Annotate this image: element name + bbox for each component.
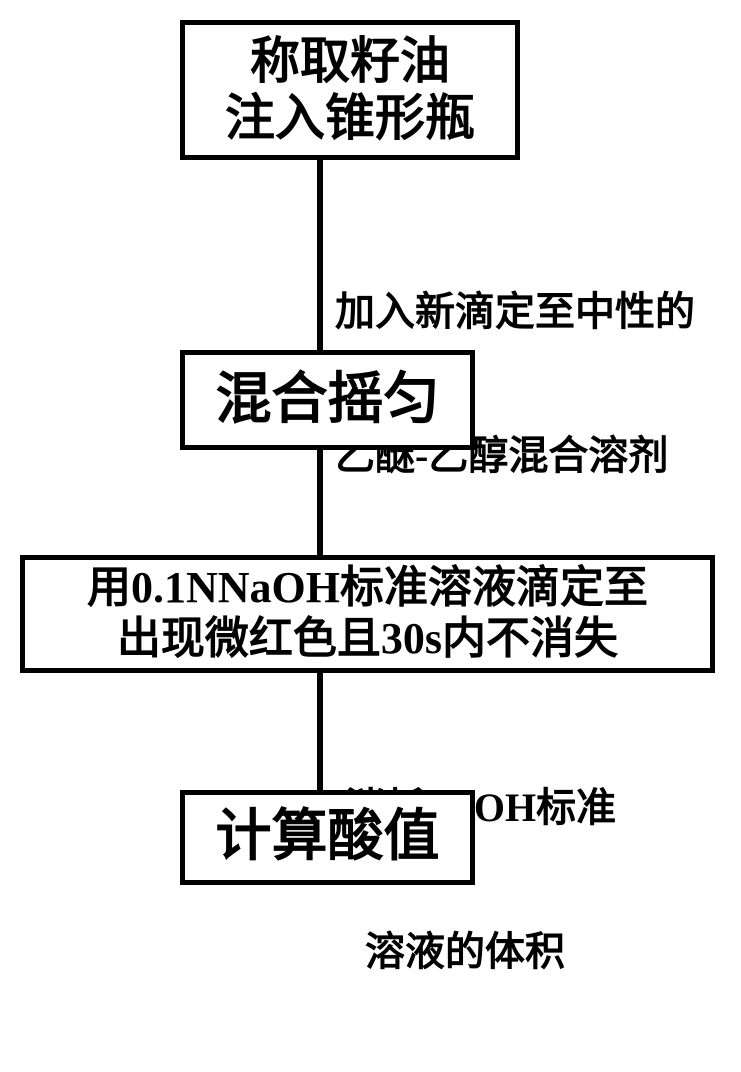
flow-edge-1 bbox=[317, 160, 323, 350]
flow-node-3-line-1: 用0.1NNaOH标准溶液滴定至 bbox=[87, 563, 648, 614]
flow-node-1: 称取籽油 注入锥形瓶 bbox=[180, 20, 520, 160]
flow-node-2-line-1: 混合摇匀 bbox=[216, 368, 440, 432]
flow-edge-2 bbox=[317, 450, 323, 555]
flow-node-4-line-1: 计算酸值 bbox=[216, 805, 440, 869]
flow-edge-3 bbox=[317, 673, 323, 790]
flow-node-1-line-1: 称取籽油 bbox=[250, 33, 450, 91]
flow-node-1-line-2: 注入锥形瓶 bbox=[225, 90, 475, 148]
flow-edge-3-label-line-2: 溶液的体积 bbox=[345, 928, 616, 976]
flow-node-4: 计算酸值 bbox=[180, 790, 475, 885]
flow-node-3: 用0.1NNaOH标准溶液滴定至 出现微红色且30s内不消失 bbox=[20, 555, 715, 673]
flow-node-3-line-2: 出现微红色且30s内不消失 bbox=[117, 614, 618, 665]
flow-edge-1-label-line-1: 加入新滴定至中性的 bbox=[335, 288, 695, 336]
flow-node-2: 混合摇匀 bbox=[180, 350, 475, 450]
flowchart-canvas: 称取籽油 注入锥形瓶 加入新滴定至中性的 乙醚-乙醇混合溶剂 混合摇匀 滴入酚酞… bbox=[0, 0, 741, 899]
